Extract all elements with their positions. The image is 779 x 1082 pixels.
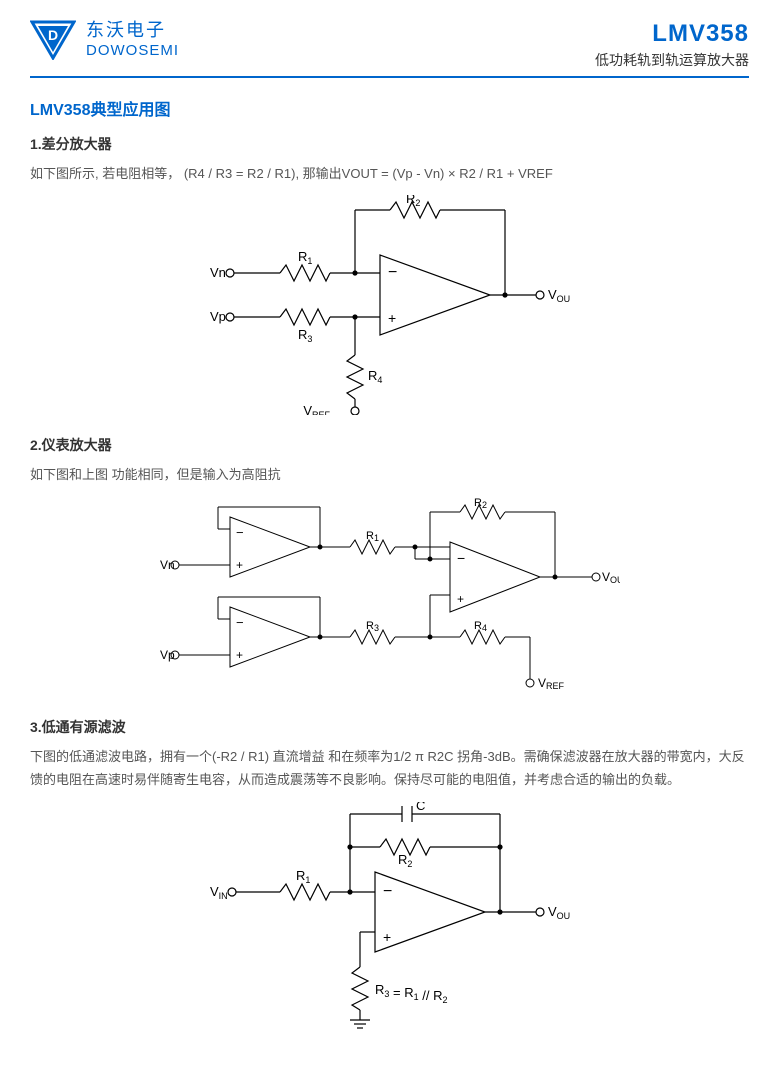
r1c-label: R1: [296, 868, 310, 885]
plus-label: +: [388, 310, 396, 326]
r1-label: R1: [298, 249, 312, 266]
header: D 东沃电子 DOWOSEMI LMV358 低功耗轨到轨运算放大器: [30, 20, 749, 78]
r3b-label: R3: [366, 620, 379, 633]
r2-label: R2: [406, 195, 420, 208]
minus-label: −: [388, 264, 397, 281]
r2b-label: R2: [474, 497, 487, 510]
part-number: LMV358: [595, 20, 749, 48]
logo-block: D 东沃电子 DOWOSEMI: [30, 20, 179, 60]
logo-text-cn: 东沃电子: [86, 20, 179, 42]
svg-text:+: +: [236, 648, 243, 662]
part-block: LMV358 低功耗轨到轨运算放大器: [595, 20, 749, 70]
svg-text:−: −: [236, 525, 244, 540]
r4-label: R4: [368, 368, 382, 385]
logo-text-en: DOWOSEMI: [86, 42, 179, 60]
vout-label: VOUT: [548, 287, 570, 304]
vn2-label: Vn: [160, 558, 175, 572]
r4b-label: R4: [474, 620, 487, 633]
svg-text:D: D: [48, 27, 58, 43]
vout2-label: VOUT: [602, 570, 620, 585]
sec3-text: 下图的低通滤波电路，拥有一个(-R2 / R1) 直流增益 和在频率为1/2 π…: [30, 745, 749, 792]
svg-text:+: +: [236, 558, 243, 572]
logo-icon: D: [30, 20, 76, 60]
r3-label: R3: [298, 327, 312, 344]
c-label: C: [416, 802, 425, 813]
vp2-label: Vp: [160, 648, 175, 662]
fig3-lpf: − +: [210, 802, 570, 1032]
section-title: LMV358典型应用图: [30, 96, 749, 120]
vref2-label: VREF: [538, 676, 565, 691]
sec2-heading: 2.仪表放大器: [30, 435, 749, 455]
svg-text:−: −: [236, 615, 244, 630]
vp-label: Vp: [210, 309, 226, 324]
vin-label: VIN: [210, 884, 228, 901]
svg-text:−: −: [457, 550, 465, 566]
sec3-heading: 3.低通有源滤波: [30, 717, 749, 737]
svg-text:−: −: [383, 883, 392, 900]
vn-label: Vn: [210, 265, 226, 280]
vout3-label: VOUT: [548, 904, 570, 921]
sec1-heading: 1.差分放大器: [30, 134, 749, 154]
sec2-text: 如下图和上图 功能相同，但是输入为高阻抗: [30, 463, 749, 486]
sec1-text: 如下图所示, 若电阻相等， (R4 / R3 = R2 / R1), 那输出VO…: [30, 162, 749, 185]
fig1-diff-amp: − +: [210, 195, 570, 415]
vref-label: VREF: [303, 403, 330, 415]
fig2-instr-amp: − + − +: [160, 497, 620, 697]
svg-text:+: +: [383, 929, 391, 945]
part-desc: 低功耗轨到轨运算放大器: [595, 50, 749, 70]
r3c-label: R3 = R1 // R2: [375, 982, 448, 1005]
r1b-label: R1: [366, 530, 379, 543]
svg-text:+: +: [457, 592, 464, 606]
